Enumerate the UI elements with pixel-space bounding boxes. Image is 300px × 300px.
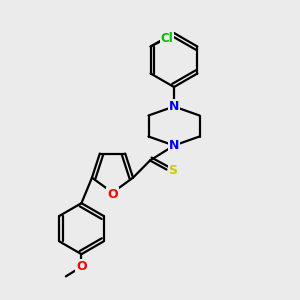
Text: N: N (169, 100, 179, 113)
Text: Cl: Cl (161, 32, 173, 45)
Text: N: N (169, 139, 179, 152)
Text: O: O (76, 260, 87, 273)
Text: S: S (169, 164, 178, 177)
Text: O: O (107, 188, 118, 201)
